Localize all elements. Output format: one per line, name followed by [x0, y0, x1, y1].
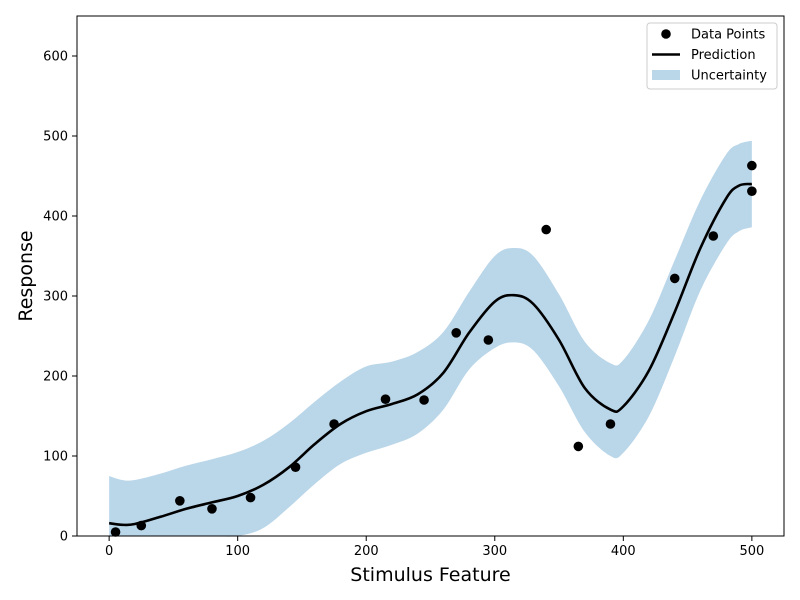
- legend-marker-uncertainty: [652, 70, 680, 80]
- x-tick-label: 400: [611, 544, 636, 559]
- data-point: [136, 520, 147, 531]
- legend-label: Data Points: [691, 28, 765, 43]
- uncertainty-band-layer: [109, 140, 752, 537]
- x-tick-label: 100: [225, 544, 250, 559]
- y-tick-label: 400: [43, 210, 68, 225]
- data-point: [483, 335, 494, 345]
- y-tick-label: 200: [43, 370, 68, 385]
- data-point: [747, 160, 757, 171]
- legend-label: Uncertainty: [691, 69, 767, 84]
- y-tick-label: 300: [43, 290, 68, 305]
- legend-marker-data-points: [661, 29, 671, 39]
- x-axis-label: Stimulus Feature: [350, 564, 510, 586]
- x-tick-label: 500: [739, 544, 764, 559]
- legend: Data Points Prediction Uncertainty: [646, 22, 778, 90]
- prediction-line-layer: [108, 182, 753, 527]
- data-point: [669, 273, 680, 284]
- y-tick-label: 500: [43, 130, 68, 145]
- y-axis-label: Response: [15, 230, 37, 321]
- data-point: [708, 231, 719, 241]
- x-tick-label: 300: [482, 544, 507, 559]
- data-point: [110, 527, 121, 537]
- data-point: [451, 328, 462, 338]
- x-tick-label: 200: [354, 544, 379, 559]
- x-axis-ticks: 0 100 200 300 400 500: [105, 536, 764, 559]
- data-point: [747, 186, 757, 196]
- data-point: [605, 419, 616, 429]
- y-tick-label: 0: [60, 530, 68, 545]
- data-point: [175, 496, 185, 506]
- data-point: [419, 395, 429, 405]
- uncertainty-band: [109, 140, 752, 537]
- data-point: [329, 419, 339, 429]
- prediction-line: [108, 182, 753, 527]
- data-point: [573, 441, 584, 452]
- data-point: [541, 224, 551, 235]
- data-point: [207, 504, 217, 514]
- data-point: [245, 492, 256, 503]
- data-point: [290, 462, 301, 473]
- y-tick-label: 600: [43, 50, 68, 65]
- legend-label: Prediction: [691, 48, 756, 63]
- data-points-layer: [110, 160, 757, 537]
- plot-area-frame: [76, 15, 785, 537]
- y-tick-label: 100: [43, 450, 68, 465]
- data-point: [380, 394, 391, 405]
- y-axis-ticks: 0 100 200 300 400 500 600: [43, 50, 77, 545]
- x-tick-label: 0: [105, 544, 113, 559]
